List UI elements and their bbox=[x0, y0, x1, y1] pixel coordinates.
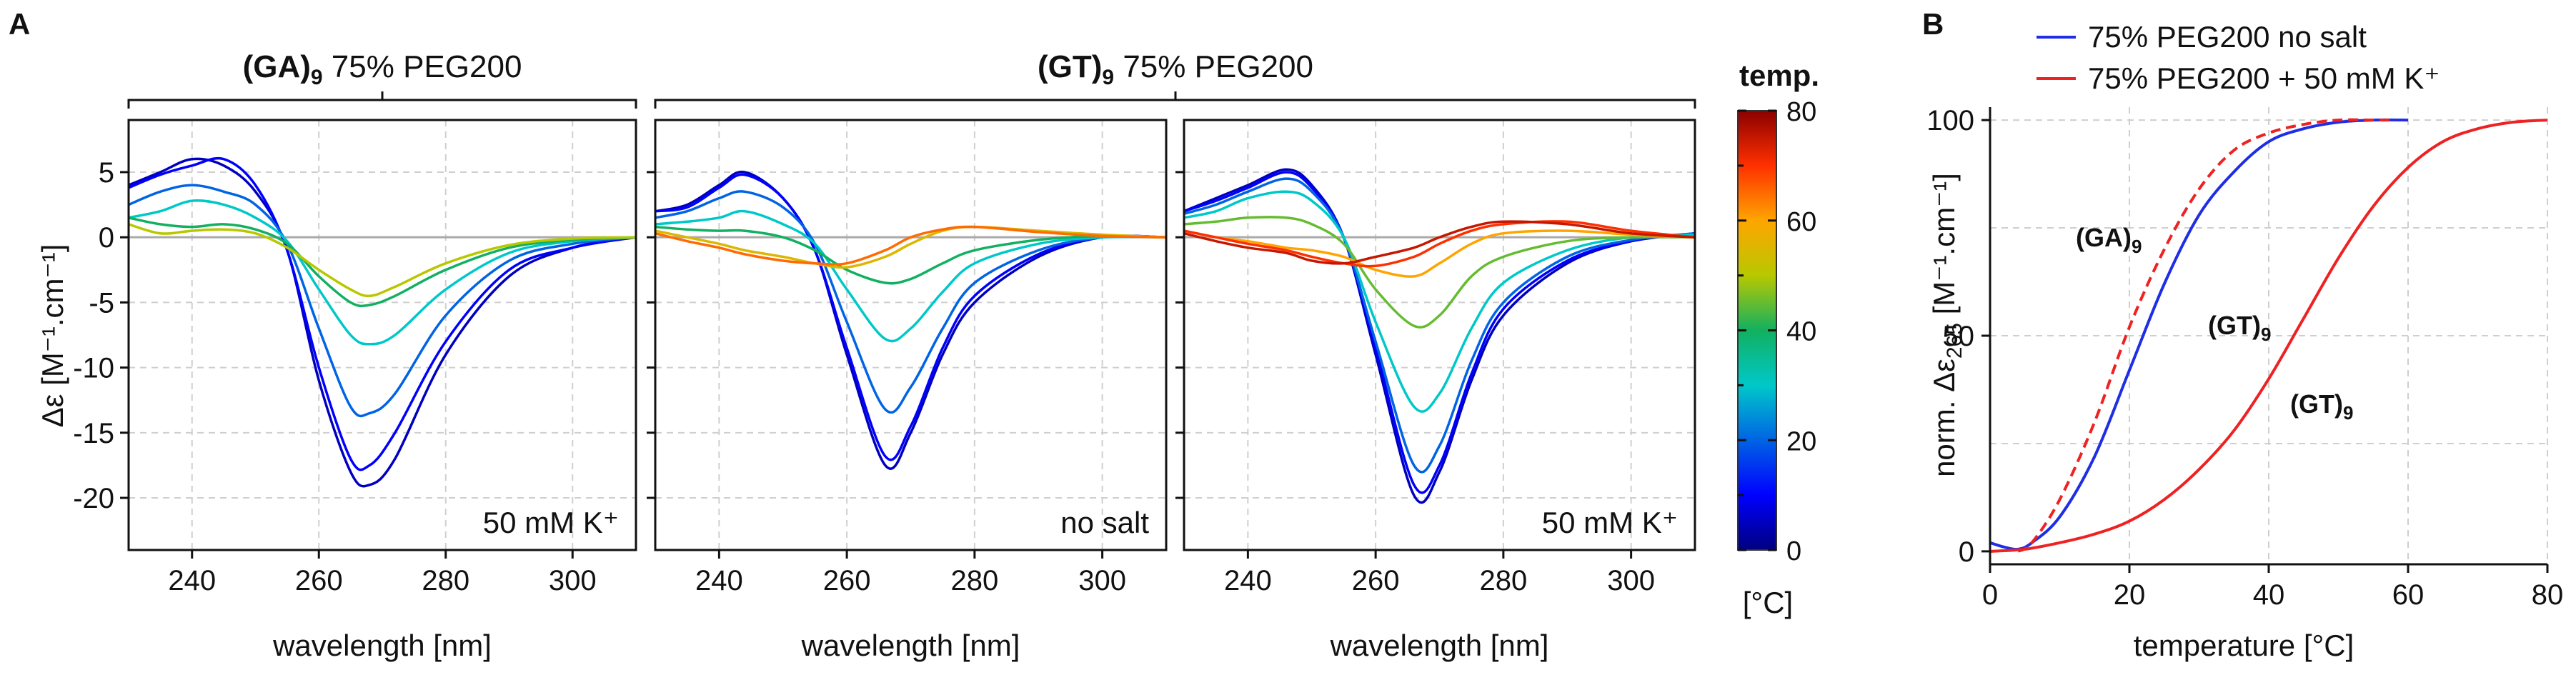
colorbar-tick-label: 60 bbox=[1786, 207, 1816, 237]
x-tick-label: 240 bbox=[168, 565, 216, 596]
melting-curve-plot: 0 20 40 60 80 0 50 100 bbox=[1926, 105, 2563, 611]
x-tick-label: 280 bbox=[951, 565, 999, 596]
x-axis-label: wavelength [nm] bbox=[272, 629, 492, 662]
spectrum-line bbox=[1184, 220, 1695, 268]
annotation-ga9-red: (GA)9 bbox=[2076, 223, 2142, 257]
group-bracket-ga bbox=[127, 91, 637, 109]
x-tick-label: 260 bbox=[823, 565, 871, 596]
x-tick-label: 240 bbox=[1224, 565, 1272, 596]
temperature-colorbar: 0 20 40 60 80 bbox=[1737, 97, 1816, 566]
spectrum-line bbox=[1184, 177, 1695, 474]
y-tick-label: 5 bbox=[99, 157, 114, 189]
x-axis-label: wavelength [nm] bbox=[801, 629, 1020, 662]
spectrum-line bbox=[1184, 171, 1695, 494]
salt-annotation: 50 mM K⁺ bbox=[1542, 506, 1678, 539]
spectrum-line bbox=[655, 225, 1166, 269]
x-tick-label: 300 bbox=[1607, 565, 1655, 596]
spectrum-line bbox=[655, 225, 1166, 266]
legend-label-kplus: 75% PEG200 + 50 mM K⁺ bbox=[2088, 61, 2440, 95]
x-tick-label: 20 bbox=[2114, 579, 2146, 611]
group-header-gt: (GT)9 75% PEG200 bbox=[1038, 49, 1313, 89]
melting-curve-line bbox=[1990, 119, 2547, 553]
cd-subplot-gt-nosalt: 240 260 280 300 wavelength [nm] no salt bbox=[647, 119, 1168, 662]
spectrum-line bbox=[129, 216, 636, 308]
panel-b-ylabel: norm. Δε265 [M⁻¹.cm⁻¹] bbox=[1927, 173, 1966, 477]
spectrum-line bbox=[129, 223, 636, 298]
spectrum-line bbox=[655, 209, 1166, 343]
spectrum-line bbox=[129, 184, 636, 418]
y-tick-label: 100 bbox=[1926, 105, 1974, 136]
spectrum-line bbox=[1184, 229, 1695, 278]
melting-curve-line bbox=[1990, 118, 2409, 551]
y-tick-label: -20 bbox=[73, 483, 114, 514]
x-tick-label: 40 bbox=[2253, 579, 2285, 611]
x-axis-label: wavelength [nm] bbox=[1330, 629, 1549, 662]
spectrum-line bbox=[129, 199, 636, 346]
spectrum-line bbox=[655, 173, 1166, 461]
colorbar-tick-label: 40 bbox=[1786, 317, 1816, 347]
y-tick-label: -15 bbox=[73, 418, 114, 449]
y-tick-label: -5 bbox=[89, 287, 114, 319]
spectrum-line bbox=[1184, 190, 1695, 413]
panel-a-ylabel: Δε [M⁻¹.cm⁻¹] bbox=[36, 244, 69, 428]
plot-frame bbox=[1183, 119, 1696, 551]
x-tick-label: 260 bbox=[295, 565, 343, 596]
panel-label-b: B bbox=[1922, 7, 1944, 41]
x-tick-label: 80 bbox=[2532, 579, 2564, 611]
spectrum-line bbox=[1184, 216, 1695, 329]
y-tick-label: 0 bbox=[99, 222, 114, 254]
spectra-group bbox=[655, 170, 1166, 470]
colorbar-tick-label: 0 bbox=[1786, 536, 1801, 566]
spectra-group bbox=[1184, 168, 1695, 504]
y-tick-label: 0 bbox=[1959, 536, 1974, 568]
spectrum-line bbox=[1184, 168, 1695, 504]
cd-subplot-ga-kplus: 240 260 280 300 5 0 -5 -10 -15 -20 wavelength [nm]… bbox=[73, 119, 637, 662]
x-tick-label: 260 bbox=[1352, 565, 1400, 596]
annotation-gt9-red: (GT)9 bbox=[2290, 389, 2353, 424]
melting-curves-group bbox=[1990, 118, 2547, 553]
x-tick-label: 300 bbox=[549, 565, 597, 596]
spectrum-line bbox=[1184, 220, 1695, 265]
group-bracket-gt bbox=[654, 91, 1696, 109]
colorbar-unit: [°C] bbox=[1743, 586, 1793, 619]
spectrum-line bbox=[129, 156, 636, 471]
colorbar-tick-label: 20 bbox=[1786, 426, 1816, 456]
panel-label-a: A bbox=[9, 7, 30, 41]
x-tick-label: 0 bbox=[1982, 579, 1998, 611]
legend-label-no-salt: 75% PEG200 no salt bbox=[2088, 20, 2367, 54]
colorbar-title: temp. bbox=[1739, 59, 1819, 92]
spectrum-line bbox=[655, 170, 1166, 470]
x-tick-label: 280 bbox=[1480, 565, 1528, 596]
annotation-gt9-blue: (GT)9 bbox=[2208, 311, 2271, 345]
x-tick-label: 60 bbox=[2392, 579, 2425, 611]
x-tick-label: 240 bbox=[695, 565, 743, 596]
group-header-ga: (GA)9 75% PEG200 bbox=[243, 49, 522, 89]
panel-b-xlabel: temperature [°C] bbox=[2134, 629, 2354, 662]
salt-annotation: no salt bbox=[1060, 506, 1149, 539]
plot-frame bbox=[127, 119, 637, 551]
salt-annotation: 50 mM K⁺ bbox=[483, 506, 619, 539]
legend: 75% PEG200 no salt 75% PEG200 + 50 mM K⁺ bbox=[2037, 20, 2440, 95]
spectrum-line bbox=[655, 225, 1166, 285]
plot-frame bbox=[654, 119, 1168, 551]
x-tick-label: 300 bbox=[1078, 565, 1126, 596]
spectra-group bbox=[129, 156, 636, 488]
spectrum-line bbox=[129, 157, 636, 488]
spectrum-line bbox=[655, 190, 1166, 414]
y-tick-label: 50 bbox=[1943, 321, 1975, 352]
y-tick-label: -10 bbox=[73, 353, 114, 384]
x-tick-label: 280 bbox=[422, 565, 469, 596]
melting-curve-line bbox=[2016, 118, 2395, 553]
colorbar-tick-label: 80 bbox=[1786, 97, 1816, 127]
cd-subplot-gt-kplus: 240 260 280 300 wavelength [nm] 50 mM K⁺ bbox=[1175, 119, 1696, 662]
